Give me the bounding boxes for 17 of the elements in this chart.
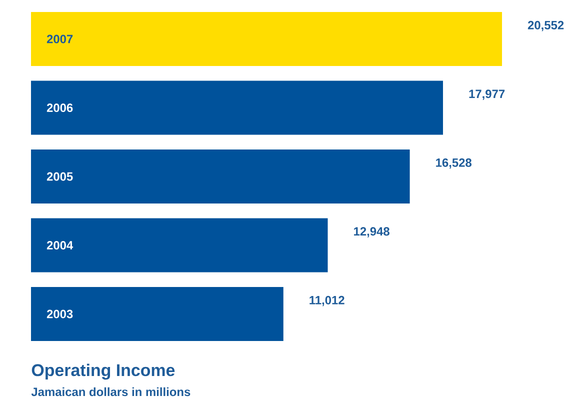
data-label: 12,948 <box>354 227 390 238</box>
bar <box>31 218 328 272</box>
y-tick-label: 2004 <box>46 241 74 250</box>
bar <box>31 287 284 342</box>
bar <box>31 80 443 135</box>
data-label: 11,012 <box>310 296 344 306</box>
bar <box>31 150 410 204</box>
y-tick-label: 2007 <box>46 34 73 44</box>
data-label: 16,528 <box>436 158 472 169</box>
y-tick-label: 2003 <box>46 310 73 318</box>
text: Jamaican dollars in millions <box>31 387 190 396</box>
data-label: 20,552 <box>528 20 564 32</box>
data-label: 17,977 <box>469 90 505 100</box>
y-tick-label: 2006 <box>46 104 73 112</box>
text: Operating Income <box>32 364 175 380</box>
y-tick-label: 2005 <box>46 172 73 181</box>
bar <box>31 12 502 66</box>
